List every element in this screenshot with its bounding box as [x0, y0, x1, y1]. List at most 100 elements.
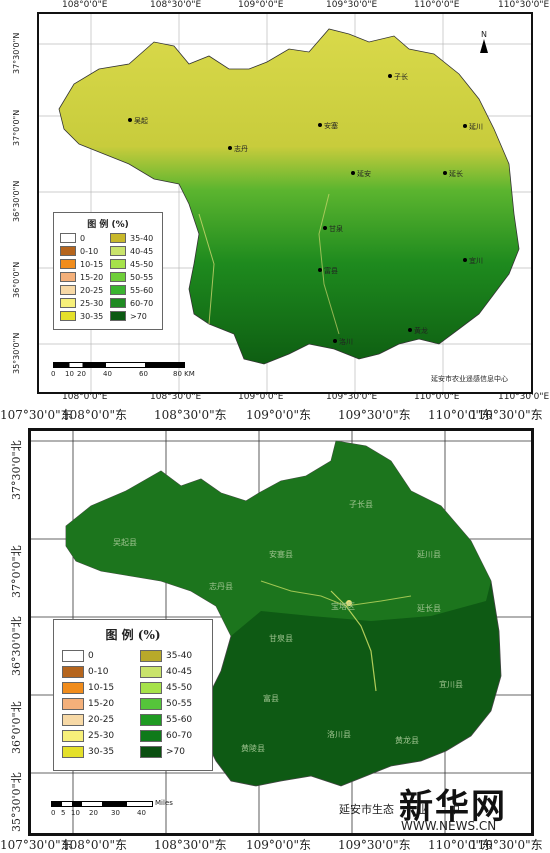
- top-lon-tick: 108°0'0"E: [62, 0, 108, 10]
- bottom-legend-title: 图 例 (%): [105, 628, 161, 642]
- top-lon-tick: 108°30'0"E: [150, 0, 202, 10]
- legend-row: 50-55: [110, 272, 153, 282]
- city-dot: [443, 171, 447, 175]
- city-dot: [228, 146, 232, 150]
- bottom-map-graticule: [31, 431, 531, 833]
- bottom-lon-tick-bottom: 108°30'0"东: [154, 838, 227, 852]
- legend-label: 50-55: [166, 699, 193, 709]
- legend-row: 25-30: [60, 298, 103, 308]
- bottom-scale-bar: Miles 0 5 10 20 30 40: [51, 799, 211, 821]
- bottom-lon-tick-bottom: 110°0'0"东: [428, 838, 493, 852]
- bottom-lon-tick: 109°0'0"东: [246, 408, 311, 422]
- legend-label: >70: [130, 311, 147, 321]
- top-lat-tick: 36°30'0"N: [12, 180, 21, 222]
- city-label: 甘泉: [329, 225, 343, 233]
- top-lon-tick: 110°30'0"E: [498, 0, 550, 10]
- city-label: 富县: [324, 267, 338, 275]
- scale-label: 0: [51, 370, 56, 378]
- scale-label: 20: [77, 370, 86, 378]
- legend-row: 10-15: [62, 682, 114, 694]
- legend-row: 45-50: [140, 682, 192, 694]
- legend-swatch: [60, 311, 76, 321]
- bottom-lon-tick-bottom: 109°0'0"东: [246, 838, 311, 852]
- county-label: 黄龙县: [395, 736, 419, 745]
- legend-label: 0-10: [80, 246, 99, 256]
- county-label: 延长县: [417, 604, 441, 613]
- city-label: 志丹: [234, 145, 248, 153]
- legend-label: 10-15: [88, 683, 115, 693]
- legend-swatch: [110, 233, 126, 243]
- bottom-lon-tick: 110°30'0"东: [470, 408, 543, 422]
- legend-label: 10-15: [80, 259, 104, 269]
- legend-label: 40-45: [166, 667, 193, 677]
- county-label: 子长县: [349, 500, 373, 509]
- legend-row: >70: [110, 311, 147, 321]
- legend-swatch: [60, 272, 76, 282]
- legend-row: 55-60: [110, 285, 153, 295]
- scale-label: 60: [139, 370, 148, 378]
- bottom-lon-tick: 107°30'0"东: [0, 408, 73, 422]
- top-lat-tick: 35°30'0"N: [12, 332, 21, 374]
- bottom-map-frame: 子长县 吴起县 志丹县 安塞县 延川县 宝塔区 延长县 甘泉县 宜川县 富县 洛川县 黄陵县 黄龙县 图…: [28, 428, 534, 836]
- legend-label: 20-25: [88, 715, 115, 725]
- bottom-lon-tick-bottom: 107°30'0"东: [0, 838, 73, 852]
- top-lon-tick-bottom: 109°0'0"E: [238, 392, 284, 402]
- county-label: 志丹县: [209, 582, 233, 591]
- legend-row: >70: [140, 746, 185, 758]
- legend-row: 30-35: [60, 311, 103, 321]
- legend-swatch: [110, 246, 126, 256]
- city-label: 延长: [449, 170, 463, 178]
- city-label: 黄龙: [414, 327, 428, 335]
- bottom-lat-tick: 36°30'0"北: [10, 616, 23, 676]
- city-dot: [318, 268, 322, 272]
- legend-label: 55-60: [166, 715, 193, 725]
- scale-label: 30: [111, 809, 120, 817]
- city-dot: [408, 328, 412, 332]
- legend-label: 30-35: [80, 311, 104, 321]
- city-label: 宜川: [469, 257, 483, 265]
- bottom-scale-unit: Miles: [155, 799, 173, 807]
- city-dot: [351, 171, 355, 175]
- xinhua-watermark-cn: 新华网: [399, 787, 507, 827]
- legend-swatch: [140, 698, 162, 710]
- legend-label: 55-60: [130, 285, 154, 295]
- bottom-lat-tick: 36°0'0"北: [10, 701, 23, 754]
- legend-swatch: [60, 246, 76, 256]
- city-label: 子长: [394, 73, 408, 81]
- legend-label: >70: [166, 747, 185, 757]
- legend-label: 30-35: [88, 747, 115, 757]
- top-lat-tick: 37°30'0"N: [12, 32, 21, 74]
- legend-swatch: [62, 650, 84, 662]
- legend-row: 15-20: [62, 698, 114, 710]
- county-label: 吴起县: [113, 538, 137, 547]
- legend-swatch: [62, 714, 84, 726]
- bottom-lat-tick: 37°30'0"北: [10, 440, 23, 500]
- county-label: 甘泉县: [269, 634, 293, 643]
- legend-swatch: [62, 682, 84, 694]
- scale-label: 40: [103, 370, 112, 378]
- bottom-lat-tick: 37°0'0"北: [10, 545, 23, 598]
- bottom-lon-tick: 108°30'0"东: [154, 408, 227, 422]
- county-label: 安塞县: [269, 550, 293, 559]
- top-lon-tick-bottom: 109°30'0"E: [326, 392, 378, 402]
- legend-swatch: [60, 233, 76, 243]
- city-dot: [388, 74, 392, 78]
- city-dot: [323, 226, 327, 230]
- north-arrow-icon: N: [477, 30, 491, 56]
- top-yanan-region: [58, 28, 520, 365]
- county-label: 宜川县: [439, 680, 463, 689]
- top-lon-tick: 109°0'0"E: [238, 0, 284, 10]
- legend-label: 0: [80, 233, 86, 243]
- legend-swatch: [62, 698, 84, 710]
- scale-label: 40: [137, 809, 146, 817]
- top-scale-bar: 0 10 20 40 60 80 KM: [51, 362, 201, 382]
- legend-label: 0-10: [88, 667, 109, 677]
- bottom-lat-tick: 35°30'0"北: [10, 772, 23, 832]
- county-label: 延川县: [417, 550, 441, 559]
- top-map-frame: N 子长 吴起 志丹 安塞 延川 延安 延长 甘泉 富县 宜川 洛川 黄龙 图 例 (%) 0 0-10…: [37, 12, 533, 394]
- top-lon-tick-bottom: 108°0'0"E: [62, 392, 108, 402]
- top-lat-tick: 37°0'0"N: [12, 109, 21, 146]
- city-label: 延川: [469, 123, 483, 131]
- legend-swatch: [62, 746, 84, 758]
- city-dot: [333, 339, 337, 343]
